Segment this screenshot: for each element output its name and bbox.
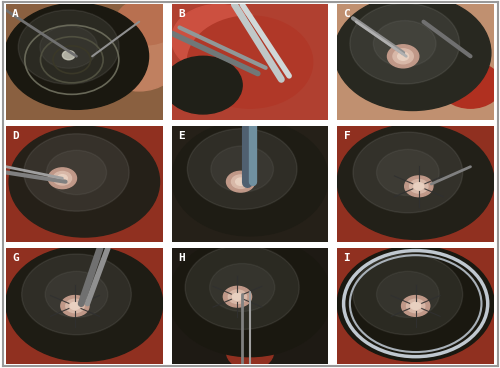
Circle shape bbox=[9, 126, 160, 237]
Circle shape bbox=[6, 246, 162, 361]
Text: I: I bbox=[344, 253, 350, 263]
Circle shape bbox=[185, 245, 299, 329]
Circle shape bbox=[24, 134, 129, 211]
Circle shape bbox=[414, 183, 424, 190]
Text: G: G bbox=[12, 253, 19, 263]
Text: A: A bbox=[12, 9, 19, 19]
Circle shape bbox=[398, 52, 408, 60]
Circle shape bbox=[62, 50, 75, 60]
Circle shape bbox=[172, 121, 328, 236]
Circle shape bbox=[4, 3, 148, 109]
Text: E: E bbox=[178, 131, 184, 141]
Circle shape bbox=[350, 3, 460, 84]
Circle shape bbox=[410, 180, 428, 193]
Circle shape bbox=[374, 21, 436, 67]
Circle shape bbox=[353, 254, 463, 335]
Circle shape bbox=[58, 174, 68, 182]
Circle shape bbox=[393, 49, 413, 64]
Circle shape bbox=[18, 10, 119, 84]
Circle shape bbox=[232, 175, 250, 188]
Circle shape bbox=[168, 237, 332, 357]
Circle shape bbox=[410, 302, 420, 309]
Circle shape bbox=[211, 146, 274, 192]
Circle shape bbox=[164, 56, 242, 114]
Circle shape bbox=[226, 335, 274, 368]
Circle shape bbox=[404, 176, 433, 197]
Circle shape bbox=[402, 296, 430, 316]
Circle shape bbox=[45, 271, 108, 318]
Circle shape bbox=[338, 246, 494, 361]
Text: F: F bbox=[344, 131, 350, 141]
Circle shape bbox=[338, 124, 494, 239]
Text: B: B bbox=[178, 9, 184, 19]
Circle shape bbox=[70, 302, 80, 309]
Circle shape bbox=[40, 26, 98, 68]
Text: C: C bbox=[344, 9, 350, 19]
Circle shape bbox=[48, 168, 76, 189]
Text: D: D bbox=[12, 131, 19, 141]
Circle shape bbox=[376, 149, 439, 195]
Circle shape bbox=[406, 299, 425, 313]
Circle shape bbox=[353, 132, 463, 213]
Circle shape bbox=[61, 296, 89, 316]
Circle shape bbox=[226, 171, 254, 192]
Circle shape bbox=[236, 178, 246, 185]
Circle shape bbox=[210, 263, 275, 311]
Circle shape bbox=[116, 0, 178, 45]
Circle shape bbox=[53, 171, 72, 185]
Circle shape bbox=[22, 254, 132, 335]
Circle shape bbox=[334, 0, 491, 110]
Circle shape bbox=[188, 129, 297, 209]
Circle shape bbox=[439, 62, 500, 108]
Circle shape bbox=[376, 271, 439, 318]
Circle shape bbox=[228, 290, 246, 304]
Circle shape bbox=[224, 286, 252, 307]
Circle shape bbox=[66, 299, 84, 313]
Circle shape bbox=[188, 16, 312, 108]
Circle shape bbox=[46, 151, 106, 195]
Circle shape bbox=[172, 4, 266, 74]
Circle shape bbox=[388, 45, 419, 68]
Circle shape bbox=[100, 33, 178, 91]
Circle shape bbox=[232, 293, 242, 300]
Text: H: H bbox=[178, 253, 184, 263]
